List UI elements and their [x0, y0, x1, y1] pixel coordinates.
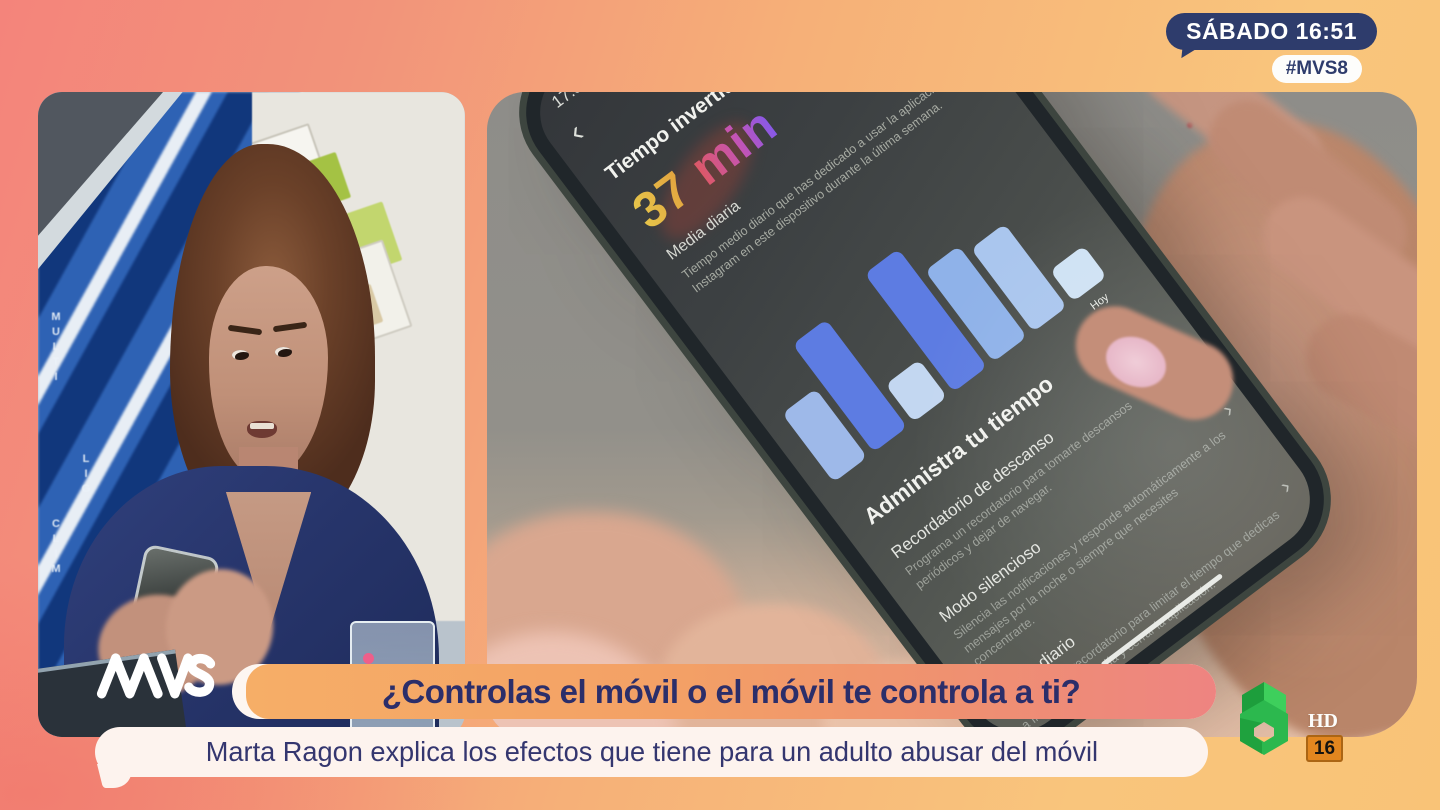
mvs-s-glyph: [184, 653, 216, 697]
presenter-teeth: [250, 422, 275, 429]
presenter-video-inset: MULTI LIG CLIM: [38, 92, 465, 737]
mvs-v-glyph: [157, 653, 193, 699]
chevron-right-icon[interactable]: ›: [1274, 473, 1296, 499]
presenter-mouth: [247, 420, 278, 438]
phone-video: 17:58 ☾ 4G ‹ Tiempo transcurrido i Tiemp…: [487, 92, 1417, 737]
home-indicator[interactable]: [1100, 573, 1224, 668]
mvs-m-glyph: [96, 653, 163, 699]
headline-text: ¿Controlas el móvil o el móvil te contro…: [381, 672, 1081, 710]
mvs-show-logo: [96, 653, 216, 699]
presenter-eye: [274, 347, 292, 358]
lasexta-channel-logo: [1240, 682, 1288, 755]
subheadline-banner: Marta Ragon explica los efectos que tien…: [95, 727, 1208, 777]
headline-banner-fill: ¿Controlas el móvil o el móvil te contro…: [246, 664, 1216, 719]
hashtag-badge: #MVS8: [1271, 55, 1362, 83]
age-rating-badge: 16: [1306, 735, 1343, 762]
chart-bar: [1049, 245, 1107, 302]
studio-vertical-text: LIG: [80, 453, 92, 499]
headline-banner: ¿Controlas el móvil o el móvil te contro…: [232, 664, 1216, 719]
hd-badge: HD: [1308, 710, 1338, 732]
weekly-usage-bar-chart: Hoy: [716, 110, 1120, 483]
subheadline-text: Marta Ragon explica los efectos que tien…: [205, 736, 1098, 767]
mic-logo-pin: [362, 653, 374, 665]
presenter-eye: [232, 350, 250, 360]
broadcast-time-badge: SÁBADO 16:51: [1166, 13, 1377, 50]
presenter-face: [208, 266, 329, 479]
studio-vertical-text: CLIM: [50, 517, 62, 578]
back-chevron-icon[interactable]: ‹: [562, 116, 591, 149]
studio-vertical-text: MULTI: [50, 311, 62, 387]
